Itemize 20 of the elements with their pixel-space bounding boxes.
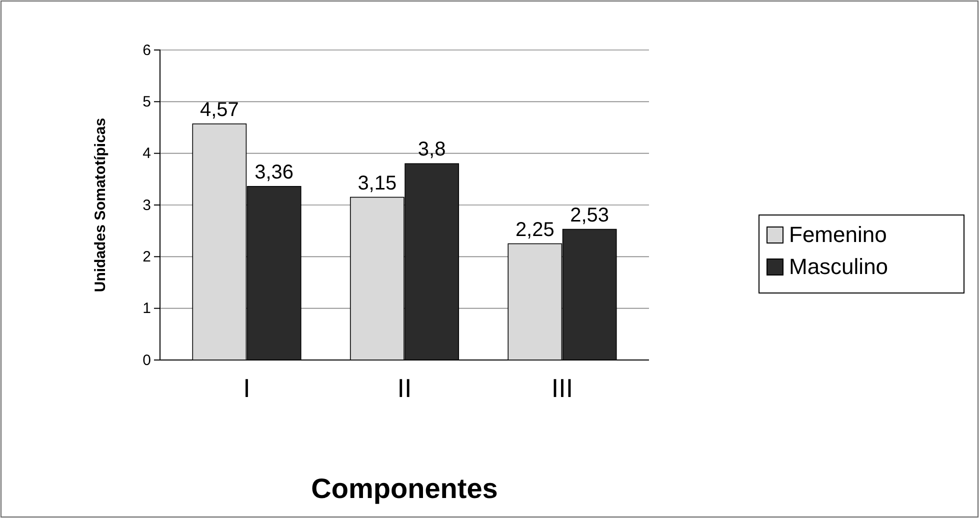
y-tick-label: 4 bbox=[142, 145, 151, 162]
x-tick-label: II bbox=[397, 372, 412, 403]
data-label: 3,36 bbox=[254, 161, 294, 184]
data-label: 2,53 bbox=[570, 204, 610, 226]
data-label: 3,8 bbox=[418, 138, 446, 161]
y-tick-label: 0 bbox=[142, 352, 151, 369]
x-tick-label: III bbox=[551, 372, 574, 403]
y-tick-label: 1 bbox=[142, 300, 151, 318]
y-tick-label: 3 bbox=[142, 196, 151, 214]
x-tick-label: I bbox=[243, 372, 250, 403]
y-axis-title: Unidades Somatotípicas bbox=[92, 118, 109, 292]
data-label: 3,15 bbox=[358, 172, 397, 194]
legend-label: Femenino bbox=[789, 222, 887, 247]
legend-label: Masculino bbox=[789, 254, 888, 279]
data-label: 2,25 bbox=[515, 218, 554, 241]
y-tick-label: 2 bbox=[142, 248, 151, 266]
y-tick-label: 5 bbox=[142, 93, 151, 110]
data-label: 4,57 bbox=[200, 98, 239, 121]
x-axis-title: Componentes bbox=[311, 473, 498, 504]
y-tick-label: 6 bbox=[142, 42, 151, 59]
